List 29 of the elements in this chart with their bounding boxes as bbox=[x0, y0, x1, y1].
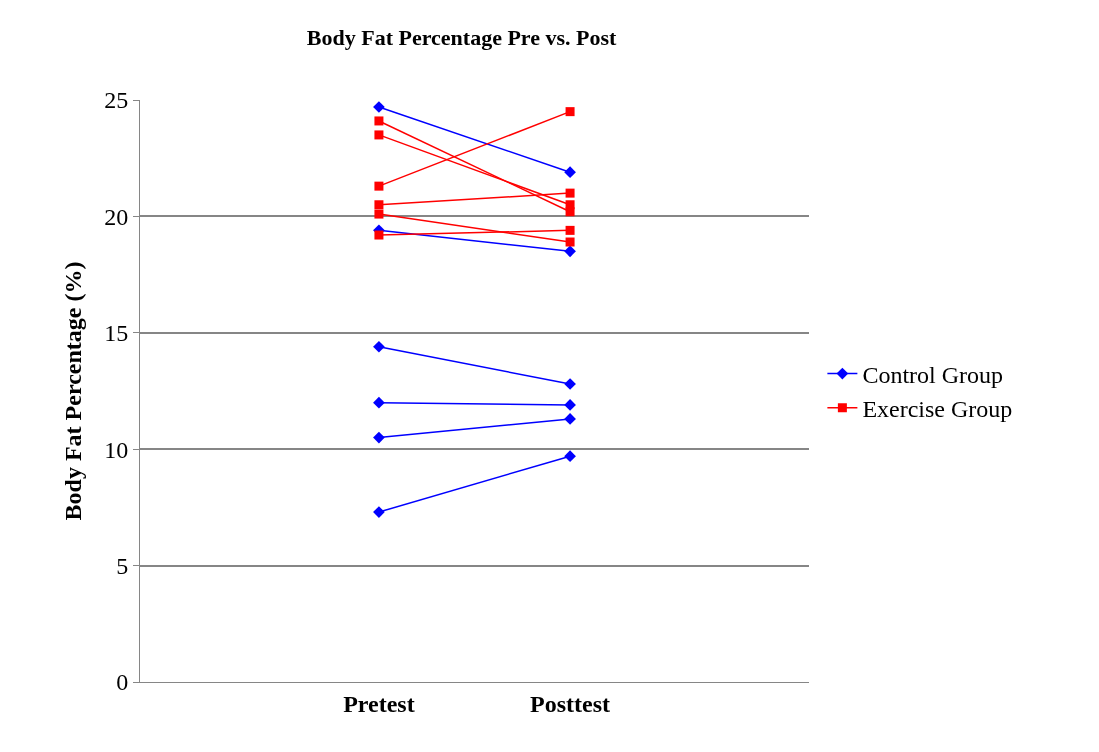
point bbox=[374, 200, 384, 210]
chart-title: Body Fat Percentage Pre vs. Post bbox=[306, 25, 618, 51]
point bbox=[373, 340, 385, 353]
point bbox=[374, 209, 384, 219]
point bbox=[374, 116, 384, 126]
legend-label: Exercise Group bbox=[862, 396, 1013, 423]
point bbox=[564, 450, 576, 463]
y-tick-label: 20 bbox=[104, 203, 129, 230]
y-axis-title: Body Fat Percentage (%) bbox=[60, 261, 87, 521]
point bbox=[373, 396, 385, 409]
y-tick-label: 25 bbox=[104, 87, 129, 114]
point bbox=[565, 107, 575, 117]
legend-label: Control Group bbox=[862, 361, 1004, 388]
point bbox=[564, 245, 576, 258]
y-tick-label: 0 bbox=[116, 669, 129, 696]
point bbox=[564, 166, 576, 179]
point bbox=[374, 181, 384, 191]
point bbox=[565, 200, 575, 210]
x-tick-label: Posttest bbox=[530, 690, 611, 717]
point bbox=[565, 225, 575, 235]
point bbox=[373, 431, 385, 444]
y-tick-label: 10 bbox=[104, 436, 129, 463]
point bbox=[374, 130, 384, 140]
x-tick-label: Pretest bbox=[343, 690, 415, 717]
point bbox=[565, 188, 575, 198]
point bbox=[565, 237, 575, 247]
y-tick-label: 5 bbox=[116, 553, 129, 579]
point bbox=[374, 230, 384, 240]
y-tick-label: 15 bbox=[104, 320, 129, 347]
